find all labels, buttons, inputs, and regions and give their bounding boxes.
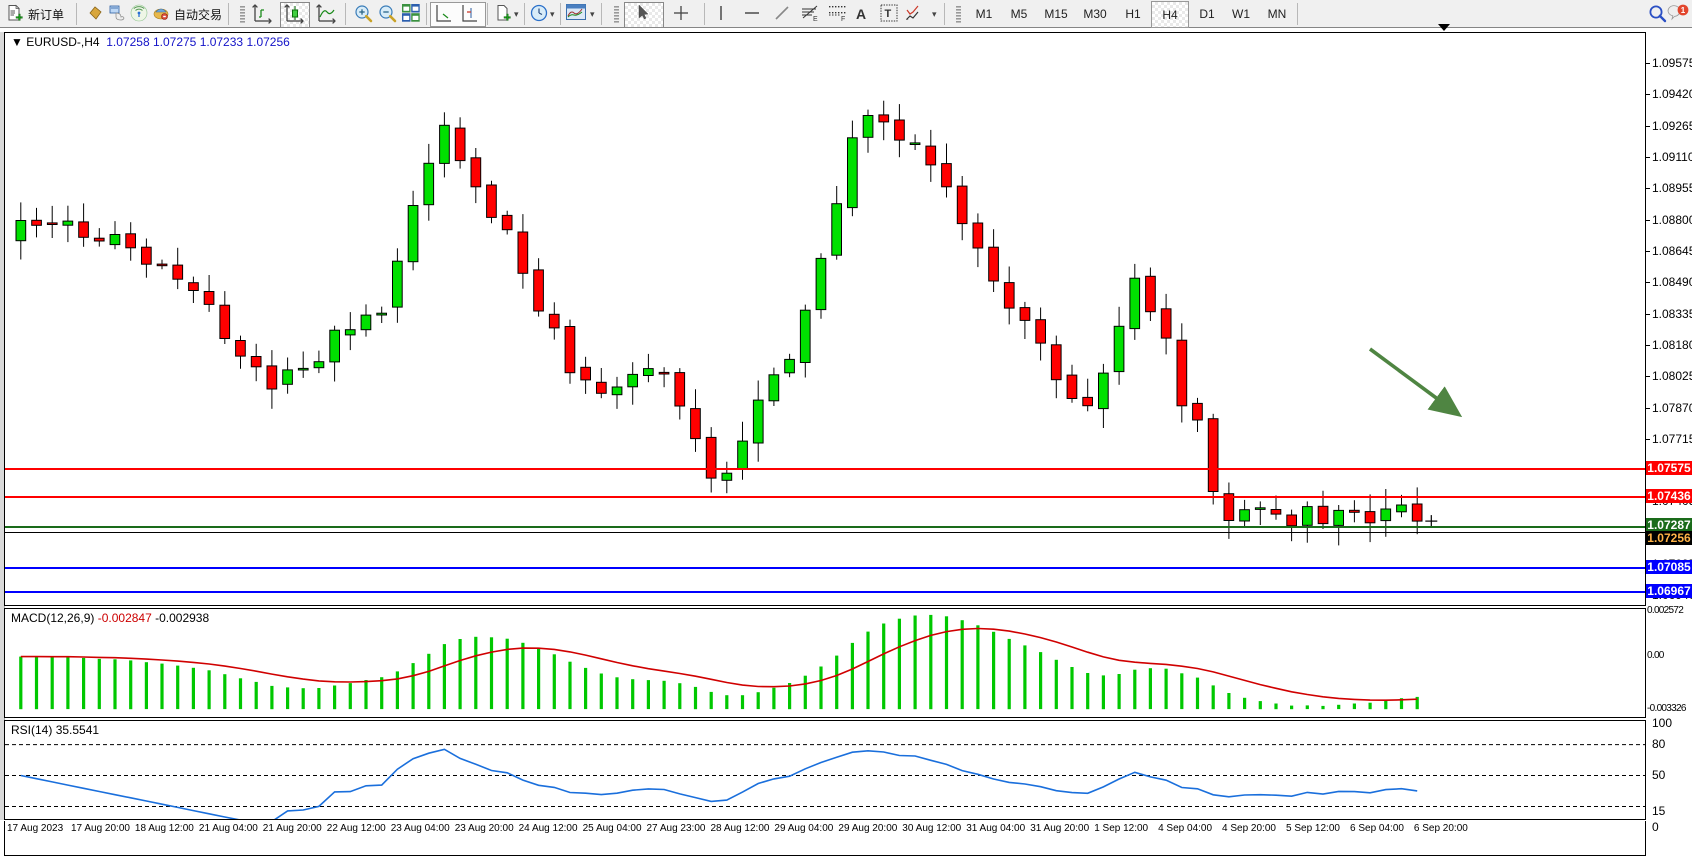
svg-text:E: E: [813, 16, 818, 22]
svg-text:1: 1: [1681, 6, 1686, 15]
svg-text:T: T: [885, 8, 892, 20]
svg-text:F: F: [841, 16, 845, 22]
